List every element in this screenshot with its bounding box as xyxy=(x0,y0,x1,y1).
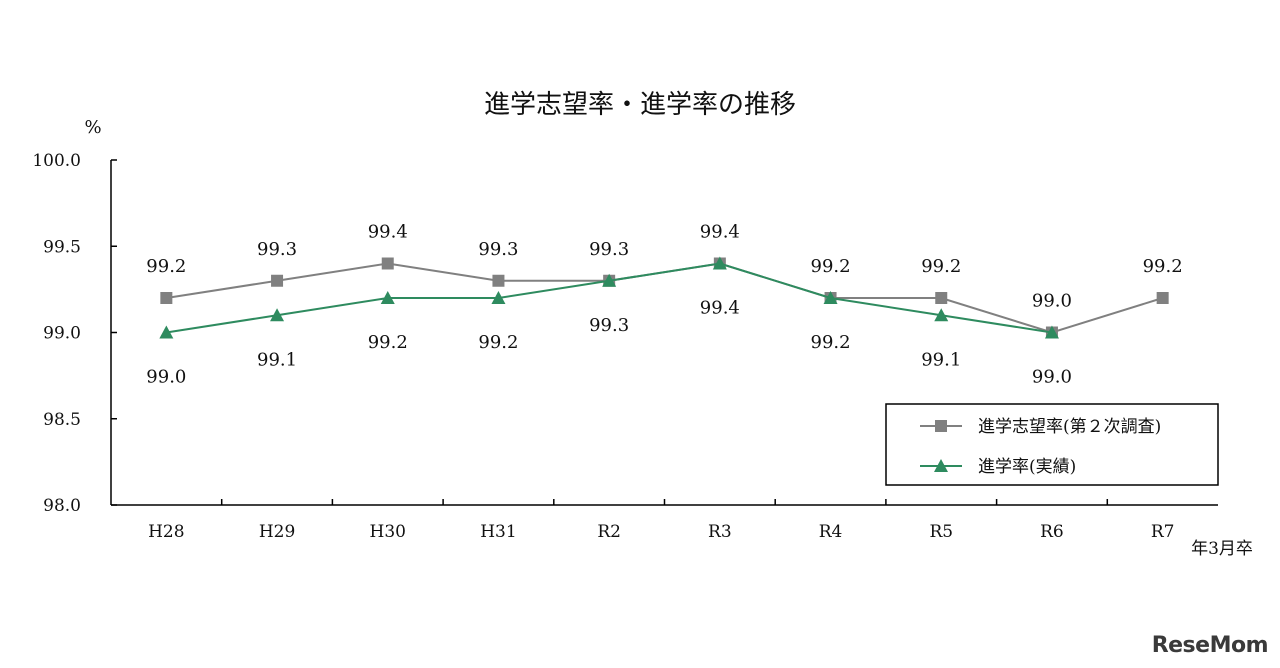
data-label: 99.3 xyxy=(478,239,518,260)
data-label: 99.1 xyxy=(257,349,297,370)
data-label: 99.2 xyxy=(811,256,851,277)
x-tick-label: H30 xyxy=(370,522,406,542)
data-point-triangle xyxy=(1044,325,1059,339)
y-tick-label: 99.5 xyxy=(43,237,81,257)
x-tick-label: H31 xyxy=(480,522,516,542)
data-label: 99.2 xyxy=(478,332,518,353)
x-tick-label: R3 xyxy=(708,522,732,542)
x-tick-label: R2 xyxy=(597,522,621,542)
data-point-square xyxy=(381,257,394,270)
data-point-triangle xyxy=(934,308,949,322)
data-point-square xyxy=(1156,292,1169,304)
y-tick-label: 100.0 xyxy=(32,151,81,171)
x-tick-label: H29 xyxy=(259,522,295,542)
data-label: 99.0 xyxy=(1032,291,1072,312)
data-point-triangle xyxy=(602,273,617,287)
data-point-triangle xyxy=(159,325,174,339)
data-label: 99.2 xyxy=(811,332,851,353)
data-label: 99.0 xyxy=(146,367,186,388)
series-line xyxy=(166,262,1163,334)
x-axis-ticks: H28 H29 H30 H31 R2 R3 R4 R5 R6 R7 xyxy=(148,499,1174,542)
data-point-square xyxy=(935,292,948,304)
resemom-logo: ReseMom xyxy=(1151,633,1269,658)
data-point-square xyxy=(492,274,505,287)
data-label: 99.4 xyxy=(700,298,740,319)
data-label: 99.3 xyxy=(589,315,629,336)
x-tick-label: R7 xyxy=(1151,522,1175,542)
data-point-square xyxy=(160,292,173,304)
data-point-triangle xyxy=(491,291,506,304)
series-layer: 99.299.399.499.3 99.399.499.2 99.299.099.2… xyxy=(146,222,1182,388)
data-label: 99.2 xyxy=(146,256,186,277)
data-label: 99.1 xyxy=(921,349,961,370)
legend-marker-square xyxy=(935,420,947,432)
data-point-square xyxy=(271,274,284,287)
series-1: 99.2 99.3 99.4 99.3 99.3 99.4 99.2 99.2 99.0 99.2 xyxy=(146,222,1183,339)
data-label: 99.3 xyxy=(589,239,629,260)
data-label: 99.4 xyxy=(700,222,740,243)
x-tick-label: R6 xyxy=(1040,522,1064,542)
x-tick-label: R4 xyxy=(819,522,843,542)
x-axis-note: 年3月卒 xyxy=(1191,539,1253,559)
data-point-triangle xyxy=(380,291,395,304)
y-tick-label: 99.0 xyxy=(43,324,81,344)
series-2: 99.0 99.1 99.2 99.2 99.3 99.4 99.2 99.1 99.0 xyxy=(146,256,1072,388)
data-label: 99.4 xyxy=(368,222,408,243)
y-axis-unit: % xyxy=(84,117,101,138)
data-label: 99.3 xyxy=(257,239,297,260)
y-tick-label: 98.5 xyxy=(43,410,81,430)
data-label: 99.2 xyxy=(1143,256,1183,277)
data-point-triangle xyxy=(712,256,727,270)
chart-title: 進学志望率・進学率の推移 xyxy=(484,90,796,120)
legend-label: 進学志望率(第２次調査) xyxy=(978,417,1161,437)
data-point-triangle xyxy=(823,291,838,304)
legend-label: 進学率(実績) xyxy=(978,457,1076,477)
x-tick-label: R5 xyxy=(929,522,953,542)
data-label: 99.2 xyxy=(921,256,961,277)
data-point-triangle xyxy=(270,308,285,322)
x-tick-label: H28 xyxy=(148,522,184,542)
legend: 進学志望率(第２次調査) 進学率(実績) xyxy=(885,403,1219,486)
legend-marker-triangle xyxy=(934,459,948,472)
y-axis-ticks: 98.0 98.5 99.0 99.5 100.0 xyxy=(32,151,117,516)
data-label: 99.2 xyxy=(368,332,408,353)
y-tick-label: 98.0 xyxy=(43,496,81,516)
data-label: 99.0 xyxy=(1032,367,1072,388)
